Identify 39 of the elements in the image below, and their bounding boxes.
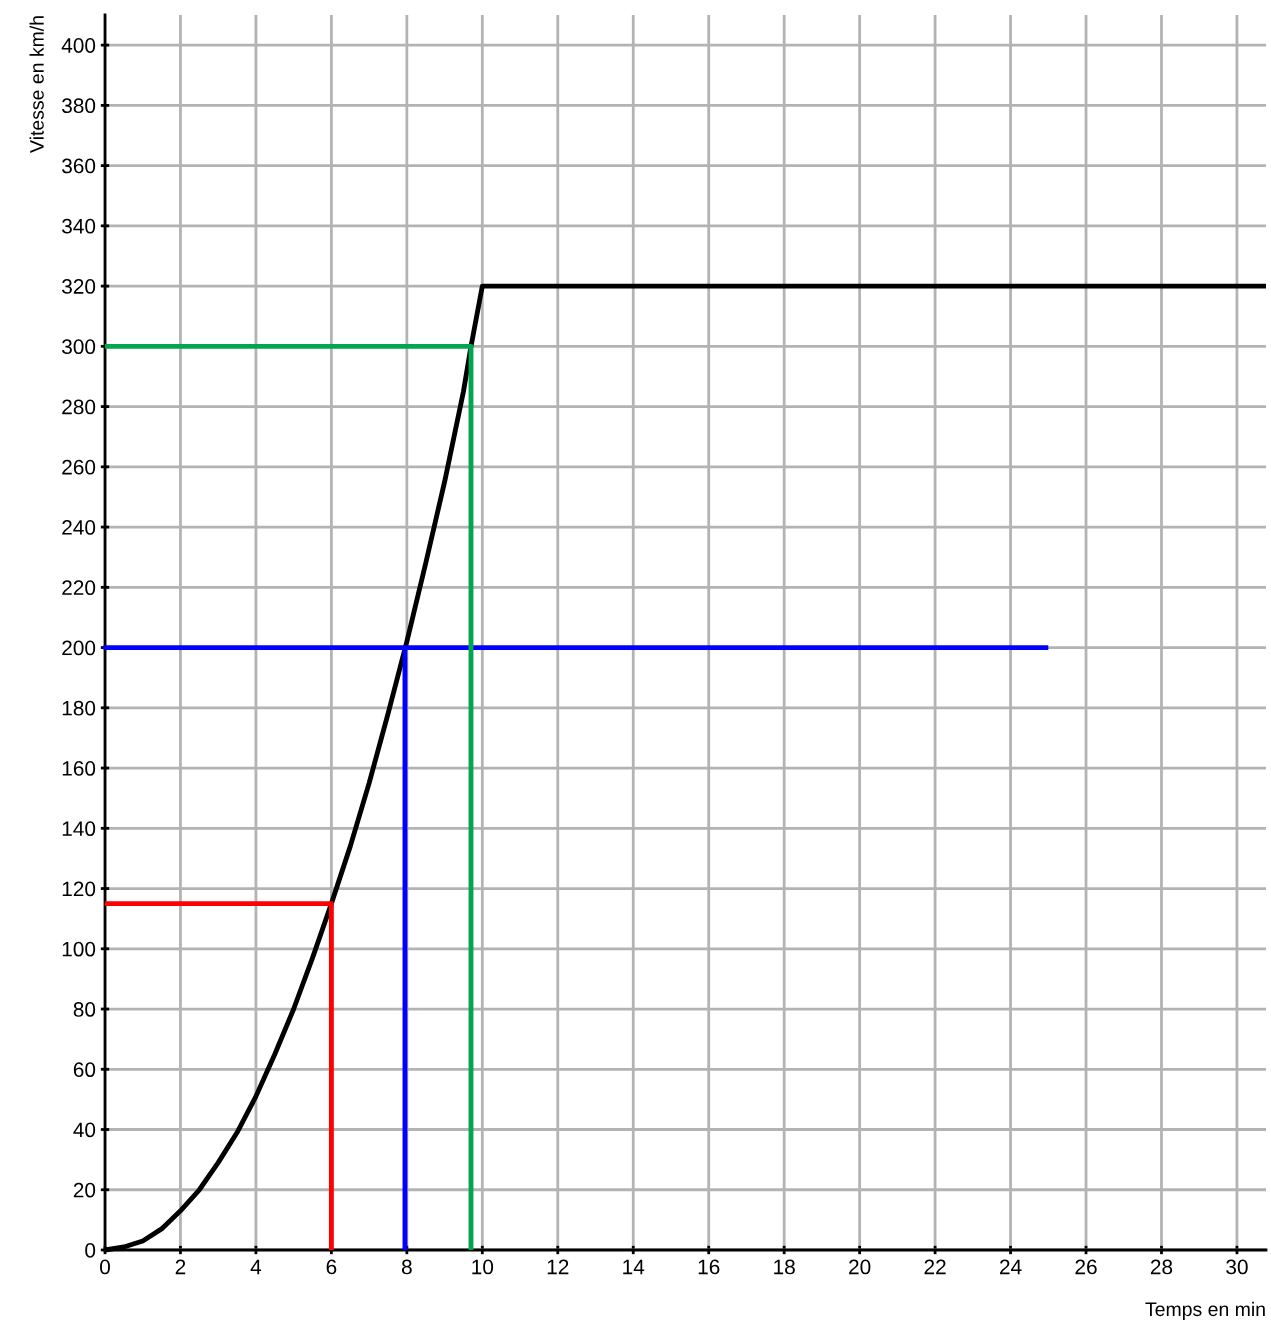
- x-tick-label: 18: [774, 1259, 795, 1275]
- y-tick-label: 240: [62, 520, 96, 535]
- x-tick-label: 0: [100, 1259, 110, 1275]
- y-tick-label: 0: [85, 1243, 96, 1258]
- x-tick-label: 28: [1150, 1259, 1173, 1275]
- y-tick-label: 320: [62, 279, 96, 294]
- y-tick-label: 140: [62, 821, 96, 837]
- x-tick-label: 10: [472, 1259, 494, 1275]
- x-tick-label: 12: [547, 1259, 569, 1275]
- y-axis-title: Vitesse en km/h: [29, 16, 44, 153]
- y-tick-label: 300: [62, 339, 96, 355]
- y-tick-label: 100: [62, 941, 96, 957]
- y-tick-label: 380: [62, 98, 96, 114]
- y-tick-label: 220: [62, 580, 96, 596]
- y-tick-label: 340: [62, 218, 96, 234]
- x-tick-label: 14: [623, 1259, 645, 1275]
- y-tick-label: 40: [73, 1122, 96, 1138]
- x-tick-label: 8: [401, 1259, 412, 1275]
- x-tick-label: 26: [1075, 1259, 1097, 1275]
- x-tick-label: 24: [1000, 1259, 1022, 1275]
- x-tick-label: 22: [924, 1259, 946, 1275]
- x-tick-label: 4: [250, 1259, 262, 1275]
- x-tick-label: 30: [1226, 1259, 1248, 1275]
- x-tick-label: 20: [849, 1259, 871, 1275]
- x-tick-label: 2: [175, 1259, 186, 1275]
- y-tick-label: 160: [62, 761, 96, 776]
- y-tick-label: 60: [73, 1062, 96, 1078]
- x-tick-label: 16: [698, 1259, 720, 1275]
- x-axis-title: Temps en min: [1145, 1301, 1265, 1320]
- x-tick-label: 6: [326, 1259, 337, 1275]
- y-tick-label: 280: [62, 399, 96, 415]
- y-tick-label: 120: [62, 881, 96, 897]
- y-tick-label: 260: [62, 459, 96, 475]
- y-tick-label: 400: [61, 38, 96, 53]
- y-tick-label: 360: [62, 158, 96, 174]
- y-tick-label: 20: [73, 1182, 96, 1198]
- y-tick-label: 200: [62, 640, 96, 656]
- y-tick-label: 80: [73, 1002, 96, 1017]
- y-tick-label: 180: [62, 700, 96, 716]
